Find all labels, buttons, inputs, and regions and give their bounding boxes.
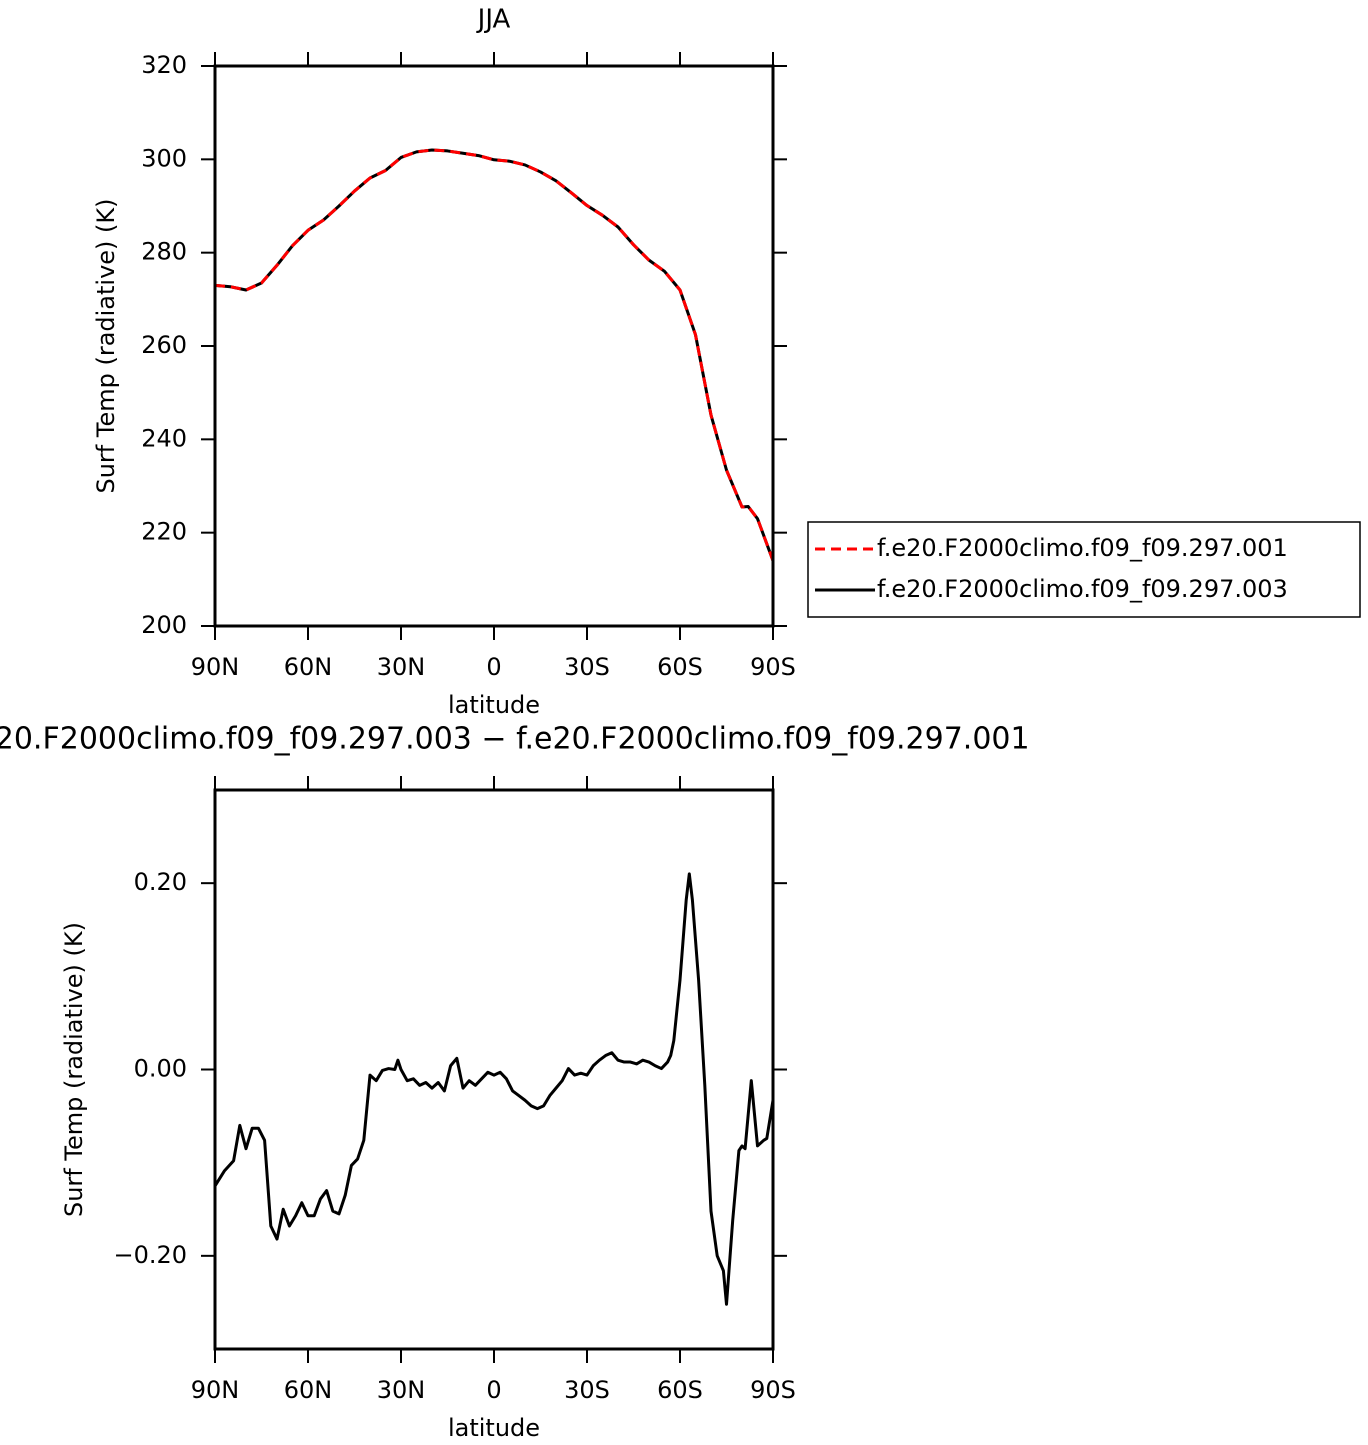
y-tick-label: 0.00 [134, 1055, 187, 1083]
x-tick-label: 30S [564, 653, 610, 681]
chart-title: f.e20.F2000climo.f09_f09.297.003 − f.e20… [0, 722, 1030, 757]
legend-label: f.e20.F2000climo.f09_f09.297.003 [877, 575, 1288, 603]
y-tick-label: 260 [141, 331, 187, 359]
x-tick-label: 60S [657, 653, 703, 681]
plot-frame [213, 64, 775, 628]
y-axis-label: Surf Temp (radiative) (K) [92, 198, 120, 493]
y-tick-label: −0.20 [113, 1241, 187, 1269]
legend-label: f.e20.F2000climo.f09_f09.297.001 [877, 534, 1288, 562]
x-tick-label: 90N [191, 1376, 240, 1404]
x-tick-label: 0 [486, 653, 501, 681]
x-tick-label: 60S [657, 1376, 703, 1404]
y-tick-label: 280 [141, 238, 187, 266]
y-tick-label: 0.20 [134, 868, 187, 896]
x-tick-label: 30N [377, 653, 426, 681]
x-axis-label: latitude [448, 1414, 540, 1442]
chart-title: JJA [476, 5, 511, 35]
x-tick-label: 60N [284, 1376, 333, 1404]
y-axis-label: Surf Temp (radiative) (K) [60, 922, 88, 1217]
x-tick-label: 0 [486, 1376, 501, 1404]
y-tick-label: 220 [141, 518, 187, 546]
data-line [213, 872, 775, 1306]
x-tick-label: 30S [564, 1376, 610, 1404]
y-tick-label: 320 [141, 51, 187, 79]
y-tick-label: 240 [141, 424, 187, 452]
y-tick-label: 300 [141, 144, 187, 172]
x-tick-label: 90S [750, 1376, 796, 1404]
x-axis-label: latitude [448, 691, 540, 719]
x-tick-label: 90S [750, 653, 796, 681]
y-tick-label: 200 [141, 611, 187, 639]
x-tick-label: 90N [191, 653, 240, 681]
x-tick-label: 60N [284, 653, 333, 681]
data-line [214, 148, 775, 562]
plot-frame [213, 788, 775, 1351]
x-tick-label: 30N [377, 1376, 426, 1404]
legend-box [807, 521, 1361, 618]
data-line [214, 148, 775, 562]
